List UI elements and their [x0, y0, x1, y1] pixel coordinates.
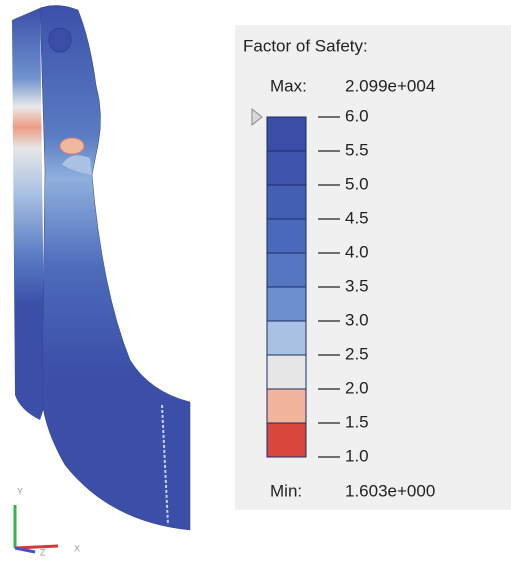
tick-label: 5.5	[345, 140, 369, 159]
triad-x-label: X	[74, 543, 80, 553]
part-model	[12, 5, 190, 530]
page: Y Z X Factor of Safety: Max: 2.099e+004 …	[0, 0, 511, 569]
tick-label: 1.0	[345, 446, 369, 465]
max-label: Max:	[270, 76, 307, 95]
color-band	[267, 321, 306, 355]
color-band	[267, 219, 306, 253]
color-band	[267, 389, 306, 423]
color-band	[267, 423, 306, 457]
color-band	[267, 355, 306, 389]
tick-label: 6.0	[345, 106, 369, 125]
color-band	[267, 117, 306, 151]
legend-title: Factor of Safety:	[243, 36, 368, 55]
triad-y-label: Y	[17, 486, 23, 496]
color-band	[267, 253, 306, 287]
tick-label: 3.5	[345, 276, 369, 295]
tick-label: 3.0	[345, 310, 369, 329]
min-label: Min:	[270, 481, 302, 500]
color-band	[267, 151, 306, 185]
tick-label: 4.5	[345, 208, 369, 227]
triad-z-label: Z	[40, 547, 46, 557]
min-value: 1.603e+000	[345, 481, 435, 500]
part-hole	[60, 138, 84, 154]
tick-label: 2.5	[345, 344, 369, 363]
tick-label: 4.0	[345, 242, 369, 261]
tick-label: 5.0	[345, 174, 369, 193]
legend: Factor of Safety: Max: 2.099e+004 Min: 1…	[235, 25, 511, 510]
tick-label: 1.5	[345, 412, 369, 431]
part-side	[12, 8, 45, 420]
color-band	[267, 185, 306, 219]
color-band	[267, 287, 306, 321]
part-pin	[49, 28, 71, 52]
max-value: 2.099e+004	[345, 76, 435, 95]
axis-triad: Y Z X	[15, 486, 80, 557]
triad-x	[15, 546, 58, 548]
screen: Y Z X Factor of Safety: Max: 2.099e+004 …	[0, 0, 511, 564]
tick-label: 2.0	[345, 378, 369, 397]
part-front	[40, 5, 190, 530]
